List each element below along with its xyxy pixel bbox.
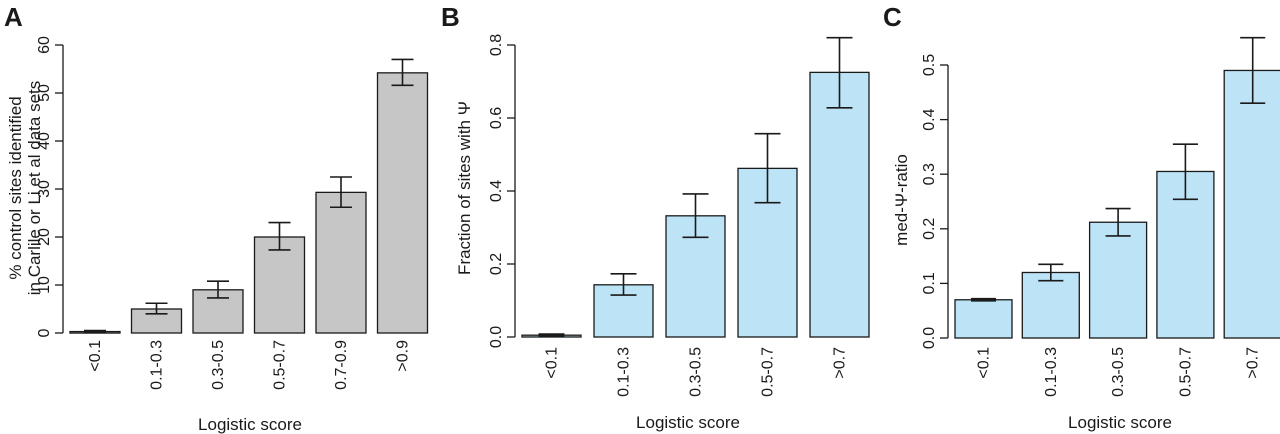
y-axis-title: % control sites identified — [6, 96, 25, 279]
x-tick-label: 0.1-0.3 — [616, 347, 633, 397]
y-tick-label: 20 — [36, 228, 53, 246]
y-tick-label: 0.2 — [921, 218, 938, 240]
panel-a: A 0 10 20 30 40 50 60 % control sites identifie… — [4, 2, 429, 434]
y-tick-label: 0.2 — [488, 253, 505, 275]
panel-b: B 0.0 0.2 0.4 0.6 0.8 Fraction of sites with … — [441, 2, 870, 432]
x-tick-label: <0.1 — [976, 347, 993, 379]
x-tick-label: 0.1-0.3 — [1043, 347, 1060, 397]
y-tick-label: 0.1 — [921, 272, 938, 294]
y-tick-label: 30 — [36, 180, 53, 198]
y-tick-label: 0.4 — [921, 108, 938, 130]
y-tick-label: 0.5 — [921, 54, 938, 76]
bar-0.30.5 — [1088, 221, 1148, 339]
y-tick-label: 0.0 — [921, 327, 938, 349]
panel-c: C 0.0 0.1 0.2 0.3 0.4 0.5 med-Ψ-ratio <0.1 0.1-0… — [883, 2, 1280, 432]
x-tick-label: 0.5-0.7 — [272, 340, 289, 390]
y-tick-label: 0.6 — [488, 107, 505, 129]
x-axis-title: Logistic score — [198, 415, 302, 434]
bar-0.70.9 — [315, 191, 367, 334]
x-axis-title: Logistic score — [636, 413, 740, 432]
panel-letter-a: A — [4, 2, 23, 32]
bar-0.10.3 — [1021, 271, 1080, 339]
bar-0.7 — [1223, 69, 1280, 339]
bar-0.9 — [376, 72, 429, 334]
x-axis-title: Logistic score — [1068, 413, 1172, 432]
y-tick-label: 0 — [36, 328, 53, 337]
y-tick-label: 0.3 — [921, 163, 938, 185]
y-axis-title: in Carlile or Li et al data sets — [25, 81, 44, 296]
y-axis-title: Fraction of sites with Ψ — [455, 101, 474, 275]
y-tick-label: 0.8 — [488, 34, 505, 56]
y-axis-title: med-Ψ-ratio — [892, 154, 911, 246]
y-tick-label: 10 — [36, 276, 53, 294]
x-tick-label: <0.1 — [87, 340, 104, 372]
x-tick-label: 0.5-0.7 — [760, 347, 777, 397]
x-tick-label: <0.1 — [544, 347, 561, 379]
bar-0.7 — [809, 71, 870, 338]
panel-letter-c: C — [883, 2, 902, 32]
panel-letter-b: B — [441, 2, 460, 32]
y-tick-label: 50 — [36, 84, 53, 102]
x-tick-label: >0.7 — [832, 347, 849, 379]
x-tick-label: 0.3-0.5 — [1110, 347, 1127, 397]
bar-0.50.7 — [253, 236, 306, 334]
y-tick-label: 0.4 — [488, 180, 505, 202]
x-tick-label: 0.3-0.5 — [688, 347, 705, 397]
x-tick-label: 0.7-0.9 — [333, 340, 350, 390]
y-tick-label: 60 — [36, 36, 53, 54]
x-tick-label: 0.3-0.5 — [210, 340, 227, 390]
x-tick-label: 0.5-0.7 — [1177, 347, 1194, 397]
x-tick-label: >0.9 — [395, 340, 412, 372]
bar-0.1 — [954, 299, 1013, 339]
y-tick-label: 0.0 — [488, 326, 505, 348]
y-tick-label: 40 — [36, 132, 53, 150]
x-tick-label: >0.7 — [1245, 347, 1262, 379]
x-tick-label: 0.1-0.3 — [149, 340, 166, 390]
